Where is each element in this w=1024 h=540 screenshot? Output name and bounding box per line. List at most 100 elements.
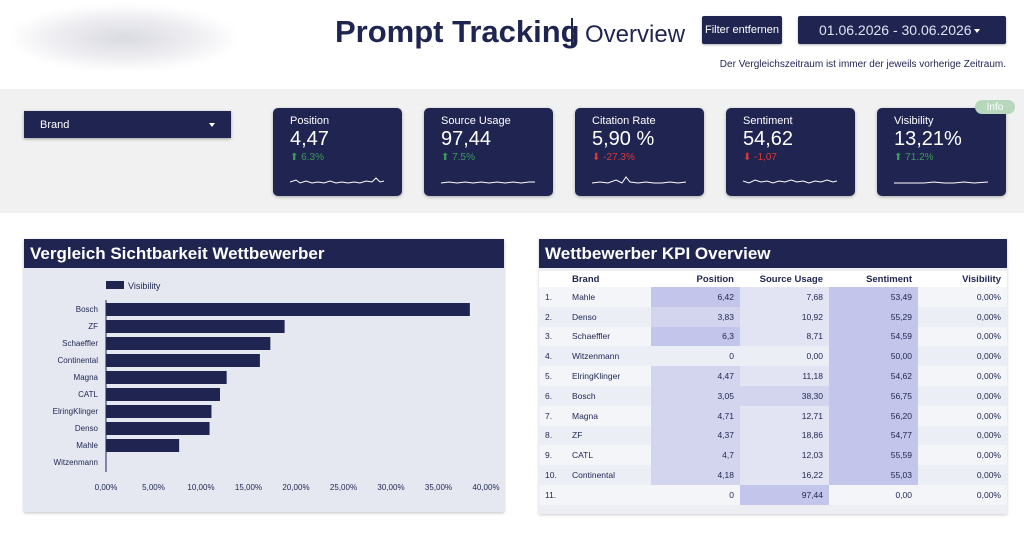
- sentiment-cell: 54,62: [829, 366, 918, 386]
- bar-bosch[interactable]: [106, 303, 470, 316]
- sentiment-cell: 56,20: [829, 405, 918, 426]
- date-range-label: 01.06.2026 - 30.06.2026: [819, 22, 972, 38]
- bar-continental[interactable]: [106, 354, 260, 367]
- position-cell: 4,37: [651, 425, 740, 446]
- position-cell: 4,47: [651, 366, 740, 386]
- sparkline: [290, 177, 384, 184]
- row-index: 9.: [545, 450, 553, 461]
- table-row[interactable]: 1. Mahle 6,42 7,68 53,49 0,00%: [539, 287, 1007, 307]
- sentiment-cell: 53,49: [829, 287, 918, 307]
- brand-cell: Continental: [572, 470, 616, 481]
- row-index: 8.: [545, 430, 553, 441]
- kpi-value: 97,44: [441, 128, 492, 150]
- table-row[interactable]: 4. Witzenmann 0 0,00 50,00 0,00%: [539, 346, 1007, 367]
- row-index: 3.: [545, 331, 553, 342]
- bar-catl[interactable]: [106, 388, 220, 401]
- remove-filter-button[interactable]: Filter entfernen: [702, 16, 782, 44]
- chevron-down-icon: [209, 123, 215, 127]
- category-label: Denso: [75, 424, 99, 433]
- brand-cell: Witzenmann: [572, 351, 620, 362]
- row-index: 11.: [545, 489, 557, 500]
- visibility-cell: 0,00%: [976, 470, 1001, 481]
- sparkline: [743, 179, 837, 184]
- category-label: ElringKlinger: [53, 407, 99, 416]
- bar-mahle[interactable]: [106, 439, 180, 452]
- info-badge[interactable]: Info: [975, 100, 1015, 114]
- x-tick-label: 35,00%: [425, 483, 452, 492]
- position-cell: 4,7: [651, 445, 740, 466]
- source-usage-cell: 8,71: [740, 326, 829, 347]
- source-usage-cell: 11,18: [740, 366, 829, 386]
- source-usage-cell: 7,68: [740, 287, 829, 307]
- brand-cell: [569, 485, 651, 505]
- brand-cell: Bosch: [572, 390, 596, 401]
- position-cell: 0: [729, 351, 734, 362]
- kpi-value: 54,62: [743, 128, 794, 150]
- sentiment-cell: 55,03: [829, 465, 918, 485]
- brand-dropdown-label: Brand: [40, 118, 70, 131]
- date-range-picker[interactable]: 01.06.2026 - 30.06.2026: [798, 16, 1006, 44]
- sparkline: [441, 181, 535, 184]
- table-row[interactable]: 5. ElringKlinger 4,47 11,18 54,62 0,00%: [539, 366, 1007, 386]
- sentiment-cell: 55,29: [829, 306, 918, 327]
- arrow-up-icon: ⬆: [290, 152, 299, 163]
- visibility-cell: 0,00%: [976, 291, 1001, 302]
- row-index: 10.: [545, 470, 557, 481]
- table-header-row: Brand Position Source Usage Sentiment Vi…: [539, 271, 1007, 287]
- bar-elringklinger[interactable]: [106, 405, 212, 418]
- column-header-source-usage[interactable]: Source Usage: [740, 271, 829, 287]
- kpi-delta: ⬇ -27.3%: [592, 152, 635, 163]
- visibility-cell: 0,00%: [976, 390, 1001, 401]
- sentiment-cell: 0,00: [895, 489, 912, 500]
- visibility-cell: 0,00%: [976, 311, 1001, 322]
- table-row[interactable]: 11. 0 97,44 0,00 0,00%: [539, 484, 1007, 505]
- visibility-cell: 0,00%: [976, 331, 1001, 342]
- category-label: Continental: [58, 356, 99, 365]
- brand-dropdown[interactable]: Brand: [24, 111, 231, 138]
- table-row[interactable]: 8. ZF 4,37 18,86 54,77 0,00%: [539, 425, 1007, 446]
- position-cell: 4,18: [651, 465, 740, 485]
- table-row[interactable]: 9. CATL 4,7 12,03 55,59 0,00%: [539, 445, 1007, 466]
- visibility-cell: 0,00%: [976, 410, 1001, 421]
- row-index: 1.: [545, 291, 553, 302]
- column-header-position[interactable]: Position: [651, 271, 740, 287]
- visibility-cell: 0,00%: [976, 489, 1001, 500]
- arrow-up-icon: ⬆: [441, 152, 450, 163]
- bar-magna[interactable]: [106, 371, 227, 384]
- table-row[interactable]: 3. Schaeffler 6,3 8,71 54,59 0,00%: [539, 326, 1007, 347]
- arrow-down-icon: ⬇: [592, 152, 601, 163]
- table-row[interactable]: 7. Magna 4,71 12,71 56,20 0,00%: [539, 405, 1007, 426]
- column-header-brand[interactable]: Brand: [569, 271, 651, 287]
- row-index: 7.: [545, 410, 553, 421]
- kpi-card-source-usage: Source Usage 97,44 ⬆ 7.5%: [424, 108, 553, 196]
- source-usage-cell: 10,92: [740, 306, 829, 327]
- row-index: 2.: [545, 311, 553, 322]
- kpi-card-citation-rate: Citation Rate 5,90 % ⬇ -27.3%: [575, 108, 704, 196]
- brand-cell: Magna: [572, 410, 598, 421]
- kpi-label: Visibility: [894, 115, 934, 127]
- kpi-label: Source Usage: [441, 115, 511, 127]
- table-row[interactable]: 6. Bosch 3,05 38,30 56,75 0,00%: [539, 385, 1007, 406]
- sentiment-cell: 55,59: [829, 445, 918, 466]
- column-header-visibility[interactable]: Visibility: [918, 271, 1007, 287]
- page-title: Prompt Tracking: [335, 14, 580, 49]
- position-cell: 3,83: [651, 306, 740, 327]
- chevron-down-icon: [974, 29, 980, 33]
- column-header-sentiment[interactable]: Sentiment: [829, 271, 918, 287]
- company-logo: [14, 6, 234, 70]
- position-cell: 3,05: [651, 385, 740, 406]
- category-label: Witzenmann: [54, 458, 98, 467]
- position-cell: 6,3: [651, 326, 740, 347]
- x-tick-label: 0,00%: [95, 483, 118, 492]
- bar-zf[interactable]: [106, 320, 285, 333]
- kpi-delta: ⬇ -1,07: [743, 152, 777, 163]
- bar-denso[interactable]: [106, 422, 210, 435]
- sparkline: [894, 181, 988, 184]
- visibility-cell: 0,00%: [976, 430, 1001, 441]
- table-row[interactable]: 10. Continental 4,18 16,22 55,03 0,00%: [539, 465, 1007, 485]
- comparison-note: Der Vergleichszeitraum ist immer der jew…: [719, 59, 1006, 70]
- x-tick-label: 20,00%: [282, 483, 309, 492]
- bar-schaeffler[interactable]: [106, 337, 271, 350]
- kpi-delta: ⬆ 71.2%: [894, 152, 934, 163]
- table-row[interactable]: 2. Denso 3,83 10,92 55,29 0,00%: [539, 306, 1007, 327]
